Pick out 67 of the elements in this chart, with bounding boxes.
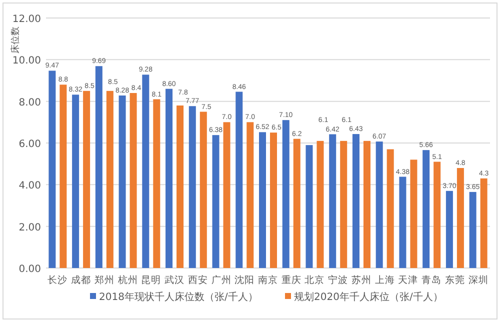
bar bbox=[469, 192, 476, 268]
x-tick-label: 深圳 bbox=[468, 274, 488, 286]
bar bbox=[130, 93, 137, 268]
x-tick-label: 苏州 bbox=[351, 274, 372, 286]
bar bbox=[106, 90, 114, 268]
x-tick-label: 长沙 bbox=[48, 274, 68, 286]
bar bbox=[399, 176, 406, 268]
bar bbox=[60, 84, 67, 268]
x-tick-label: 广州 bbox=[211, 274, 232, 286]
x-tick-label: 南京 bbox=[258, 274, 278, 286]
x-tick-label: 西安 bbox=[188, 274, 208, 286]
bar bbox=[153, 99, 160, 268]
x-tick-label: 天津 bbox=[398, 274, 418, 286]
bar bbox=[83, 90, 90, 268]
bar bbox=[176, 106, 184, 268]
legend-label: 规划2020年千人床位（张/千人） bbox=[294, 291, 443, 303]
bar bbox=[166, 88, 173, 268]
legend-label: 2018年现状千人床位数（张/千人） bbox=[99, 291, 258, 303]
x-tick-label: 武汉 bbox=[164, 274, 185, 286]
bar bbox=[95, 66, 102, 268]
x-tick-label: 成都 bbox=[71, 274, 92, 286]
y-tick-label: 2.00 bbox=[18, 222, 41, 234]
bar bbox=[410, 160, 418, 268]
bar bbox=[236, 92, 243, 268]
x-tick-label: 沈阳 bbox=[234, 274, 255, 286]
x-tick-label: 郑州 bbox=[94, 274, 114, 286]
y-tick-label: 8.00 bbox=[18, 97, 41, 108]
bar bbox=[259, 132, 266, 268]
bar bbox=[72, 94, 80, 268]
bar bbox=[434, 162, 441, 268]
x-tick-label: 东莞 bbox=[444, 274, 465, 286]
bar bbox=[282, 120, 290, 268]
x-tick-label: 杭州 bbox=[116, 274, 138, 286]
y-tick-label: 6.00 bbox=[18, 139, 41, 150]
x-tick-label: 上海 bbox=[374, 274, 395, 286]
bar bbox=[316, 140, 324, 268]
bar bbox=[270, 132, 277, 268]
bar bbox=[48, 70, 56, 268]
bar bbox=[118, 96, 126, 268]
bar bbox=[246, 122, 254, 268]
y-tick-label: 4.00 bbox=[18, 180, 41, 192]
bar bbox=[422, 150, 430, 268]
bar bbox=[212, 135, 220, 268]
y-tick-label: 12.00 bbox=[12, 14, 41, 25]
bar bbox=[340, 140, 348, 268]
x-tick-label: 昆明 bbox=[141, 275, 162, 286]
x-tick-label: 宁波 bbox=[328, 274, 348, 286]
bar bbox=[352, 134, 360, 268]
bar bbox=[376, 142, 383, 268]
bar bbox=[142, 74, 150, 268]
bar bbox=[456, 168, 464, 268]
bar bbox=[386, 149, 394, 268]
bar bbox=[306, 145, 313, 268]
y-axis-title: 床位数 bbox=[10, 26, 21, 54]
bar bbox=[480, 178, 488, 268]
bar bbox=[293, 138, 300, 268]
x-tick-label: 青岛 bbox=[422, 274, 442, 286]
bar bbox=[363, 140, 370, 268]
y-tick-label: 10.00 bbox=[12, 56, 41, 67]
x-tick-label: 北京 bbox=[304, 274, 325, 286]
bar bbox=[329, 134, 336, 268]
y-tick-label: 0.00 bbox=[18, 264, 41, 275]
x-tick-label: 重庆 bbox=[281, 274, 302, 286]
bar bbox=[188, 106, 196, 268]
bar bbox=[446, 190, 453, 268]
bar bbox=[223, 122, 230, 268]
bar bbox=[200, 112, 207, 268]
